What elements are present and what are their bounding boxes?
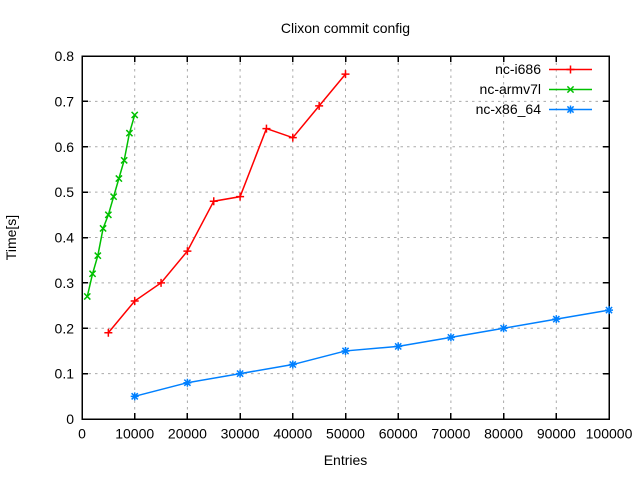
legend-label: nc-i686 — [495, 61, 541, 77]
y-tick-label: 0.5 — [55, 184, 75, 200]
x-tick-label: 100000 — [586, 426, 633, 442]
y-tick-label: 0.8 — [55, 48, 75, 64]
series-markers-nc-i686 — [104, 70, 350, 337]
y-axis-label: Time[s] — [3, 215, 19, 260]
series-nc-armv7l — [83, 111, 139, 301]
series-markers-nc-armv7l — [83, 111, 139, 301]
x-tick-label: 50000 — [326, 426, 365, 442]
x-tick-label: 40000 — [273, 426, 312, 442]
y-tick-label: 0 — [66, 411, 74, 427]
series-markers-nc-x86_64 — [130, 306, 613, 401]
x-axis-label: Entries — [324, 452, 368, 468]
legend-entry-nc-i686: nc-i686 — [495, 61, 592, 77]
x-tick-label: 0 — [78, 426, 86, 442]
series-nc-x86_64 — [130, 306, 613, 401]
series-line-nc-armv7l — [86, 114, 136, 297]
series-line-nc-i686 — [107, 73, 347, 334]
y-tick-label: 0.4 — [55, 230, 75, 246]
x-tick-label: 30000 — [221, 426, 260, 442]
y-tick-label: 0.2 — [55, 320, 75, 336]
y-tick-label: 0.7 — [55, 93, 75, 109]
y-tick-label: 0.1 — [55, 366, 75, 382]
tick-marks — [81, 55, 610, 420]
legend-label: nc-armv7l — [480, 81, 541, 97]
legend-label: nc-x86_64 — [476, 101, 542, 117]
legend-entry-nc-x86_64: nc-x86_64 — [476, 101, 592, 117]
chart-title: Clixon commit config — [281, 20, 410, 36]
y-tick-label: 0.3 — [55, 275, 75, 291]
series-nc-i686 — [104, 70, 350, 337]
legend-marker — [566, 65, 575, 74]
x-tick-label: 80000 — [484, 426, 523, 442]
tick-labels: 0 10000 20000 30000 40000 50000 60000 70000 8000… — [55, 48, 633, 442]
x-tick-label: 70000 — [431, 426, 470, 442]
x-tick-label: 10000 — [115, 426, 154, 442]
legend-entry-nc-armv7l: nc-armv7l — [480, 81, 592, 97]
y-tick-label: 0.6 — [55, 139, 75, 155]
legend-marker — [566, 105, 575, 114]
x-tick-label: 60000 — [379, 426, 418, 442]
x-tick-label: 90000 — [537, 426, 576, 442]
legend-marker — [566, 85, 575, 94]
series-line-nc-x86_64 — [134, 309, 610, 398]
x-tick-label: 20000 — [168, 426, 207, 442]
legend: nc-i686 nc-armv7l nc-x86_64 — [476, 61, 592, 117]
